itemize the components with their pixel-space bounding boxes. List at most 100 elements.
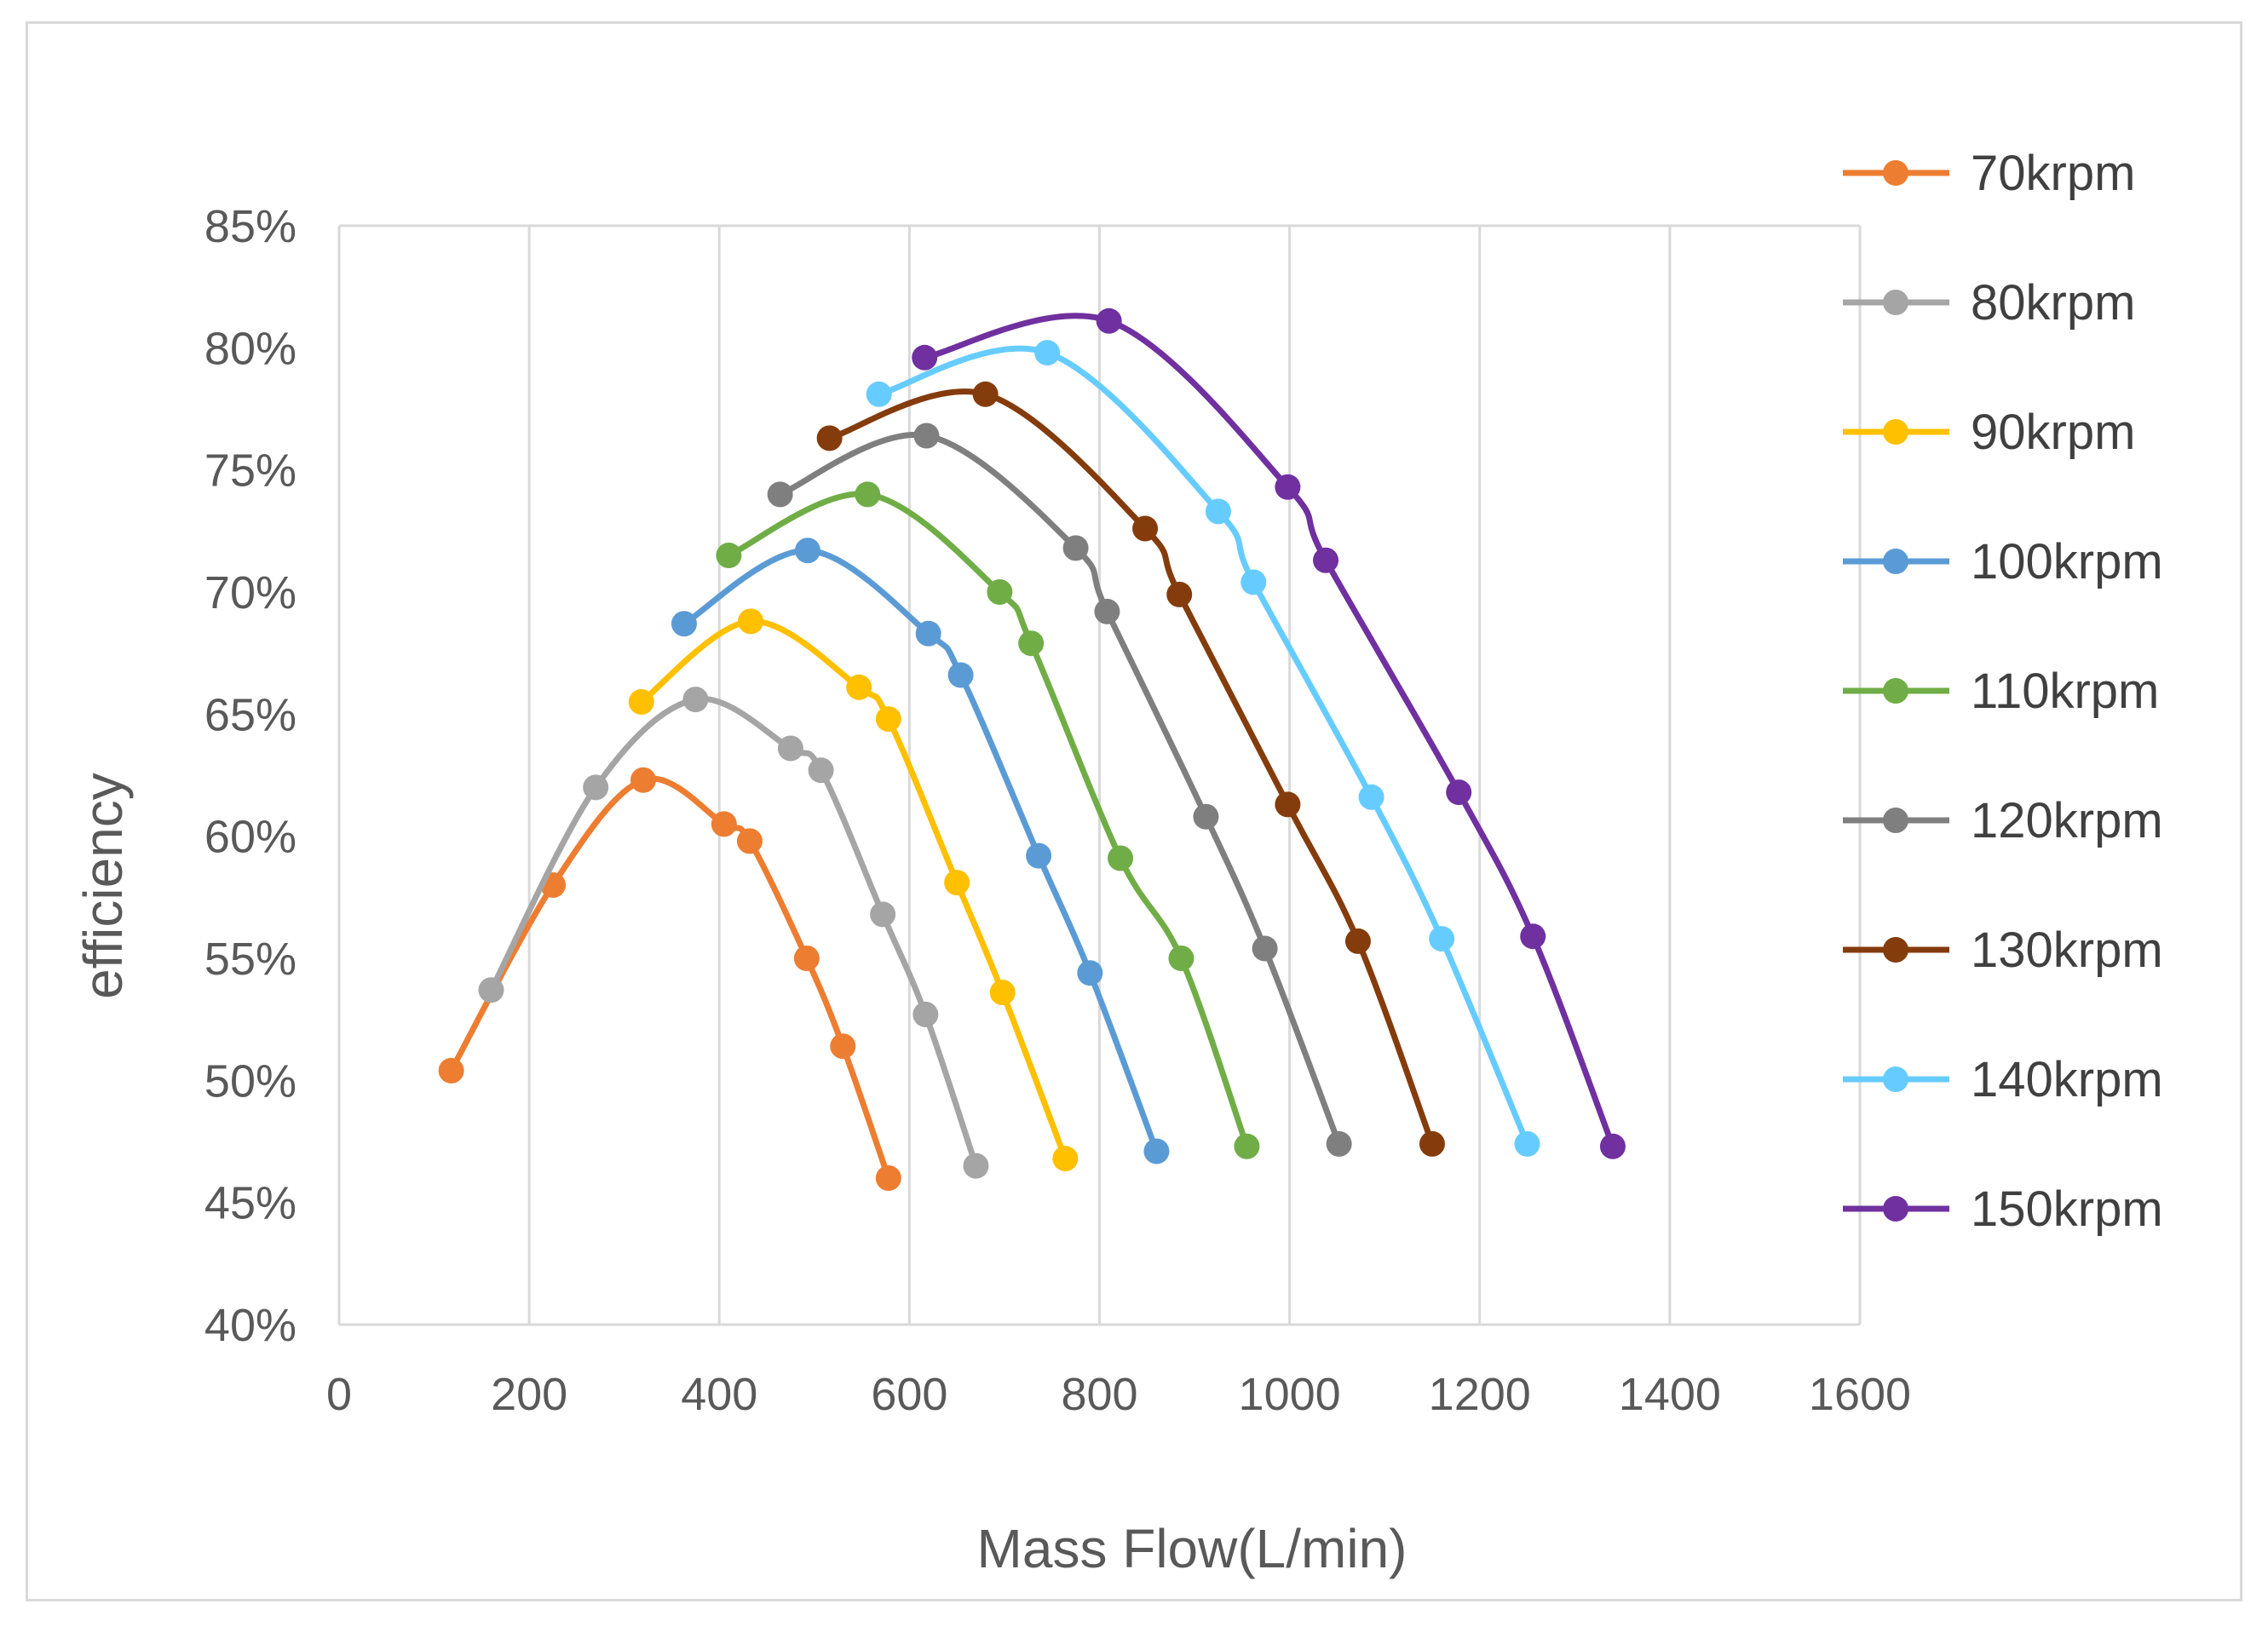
- data-point: [671, 611, 697, 637]
- series-140krpm: [866, 340, 1540, 1157]
- data-point: [767, 481, 793, 508]
- series-line: [826, 388, 1436, 1147]
- x-tick-label: 200: [491, 1369, 567, 1420]
- legend: 70krpm 80krpm 90krpm 100krpm 110krpm 120krpm 1…: [1843, 146, 2163, 1237]
- x-axis-title: Mass Flow(L/min): [977, 1518, 1407, 1579]
- y-tick-label: 65%: [204, 689, 296, 740]
- legend-point-marker: [1883, 1066, 1908, 1092]
- series-line: [448, 775, 892, 1181]
- series-line: [921, 313, 1616, 1150]
- data-point: [808, 757, 834, 784]
- data-point: [777, 735, 803, 762]
- data-point: [947, 662, 974, 688]
- series-80krpm: [478, 687, 989, 1179]
- data-point: [1205, 498, 1231, 525]
- data-point: [1446, 779, 1472, 806]
- y-tick-label: 60%: [204, 812, 296, 863]
- data-point: [716, 543, 742, 568]
- legend-point-marker: [1883, 678, 1908, 704]
- series-100krpm: [671, 538, 1170, 1164]
- legend-item-130krpm: 130krpm: [1843, 923, 2163, 978]
- data-point: [793, 946, 820, 971]
- legend-label: 140krpm: [1971, 1052, 2163, 1107]
- x-tick-label: 0: [326, 1369, 352, 1420]
- data-point: [1520, 923, 1546, 950]
- data-point: [583, 774, 609, 801]
- data-point: [1275, 791, 1301, 818]
- x-tick-label: 1200: [1429, 1369, 1531, 1420]
- data-point: [987, 579, 1013, 605]
- x-tick-label: 1000: [1239, 1369, 1341, 1420]
- series-150krpm: [912, 308, 1626, 1159]
- data-point: [866, 381, 892, 407]
- data-point: [1429, 926, 1455, 952]
- legend-item-110krpm: 110krpm: [1843, 664, 2159, 719]
- legend-point-marker: [1883, 808, 1908, 833]
- data-point: [915, 620, 941, 647]
- data-point: [795, 538, 821, 564]
- data-point: [912, 344, 938, 371]
- series-90krpm: [628, 608, 1079, 1172]
- data-point: [438, 1057, 464, 1084]
- data-point: [682, 687, 709, 713]
- series-line: [488, 695, 979, 1170]
- data-point: [1419, 1130, 1445, 1157]
- data-point: [963, 1153, 989, 1179]
- legend-point-marker: [1883, 290, 1908, 315]
- data-point: [875, 1165, 901, 1191]
- y-tick-label: 75%: [204, 446, 296, 497]
- series-110krpm: [716, 481, 1260, 1159]
- data-point: [1077, 960, 1103, 986]
- data-point: [1313, 547, 1339, 573]
- data-point: [1132, 515, 1159, 542]
- data-point: [1358, 784, 1384, 810]
- x-tick-label: 1400: [1619, 1369, 1721, 1420]
- data-point: [1143, 1138, 1170, 1164]
- legend-item-100krpm: 100krpm: [1843, 534, 2163, 589]
- data-point: [478, 977, 504, 1003]
- data-point: [1168, 946, 1194, 971]
- y-tick-label: 80%: [204, 323, 296, 374]
- data-point: [736, 828, 763, 854]
- data-point: [1240, 569, 1267, 595]
- data-point: [1026, 842, 1052, 869]
- data-point: [1193, 803, 1219, 830]
- data-point: [912, 1001, 939, 1027]
- grid-layer: [337, 224, 1862, 1326]
- legend-label: 130krpm: [1971, 923, 2163, 978]
- legend-item-70krpm: 70krpm: [1843, 146, 2135, 201]
- data-point: [1344, 928, 1371, 954]
- data-point: [944, 870, 970, 896]
- data-point: [846, 674, 872, 700]
- x-tick-label: 800: [1061, 1369, 1137, 1420]
- y-tick-label: 50%: [204, 1055, 296, 1107]
- data-point: [989, 980, 1016, 1006]
- data-point: [1034, 340, 1061, 366]
- legend-label: 70krpm: [1971, 146, 2135, 201]
- legend-point-marker: [1883, 419, 1908, 445]
- data-point: [830, 1033, 856, 1060]
- legend-point-marker: [1883, 549, 1908, 574]
- data-point: [913, 423, 940, 449]
- data-point: [870, 901, 896, 928]
- x-tick-label: 1600: [1809, 1369, 1911, 1420]
- series-layer: [438, 308, 1626, 1191]
- series-130krpm: [816, 381, 1445, 1157]
- series-70krpm: [438, 767, 901, 1191]
- y-tick-label: 55%: [204, 934, 296, 985]
- axis-layer: 0 200 400 600 800 1000 1200 1400 1600 40% 45% 50% 55…: [204, 201, 1911, 1420]
- data-point: [1094, 598, 1120, 624]
- legend-label: 100krpm: [1971, 534, 2163, 589]
- data-point: [1599, 1133, 1626, 1159]
- legend-point-marker: [1883, 160, 1908, 186]
- y-tick-label: 40%: [204, 1300, 296, 1351]
- x-tick-label: 600: [871, 1369, 947, 1420]
- data-point: [1326, 1130, 1352, 1157]
- data-point: [1234, 1133, 1260, 1159]
- legend-point-marker: [1883, 1196, 1908, 1222]
- data-point: [1062, 535, 1089, 561]
- data-point: [1108, 845, 1134, 871]
- data-point: [1052, 1146, 1079, 1172]
- series-120krpm: [767, 423, 1352, 1157]
- chart-canvas: 0 200 400 600 800 1000 1200 1400 1600 40% 45% 50% 55…: [72, 146, 2163, 1579]
